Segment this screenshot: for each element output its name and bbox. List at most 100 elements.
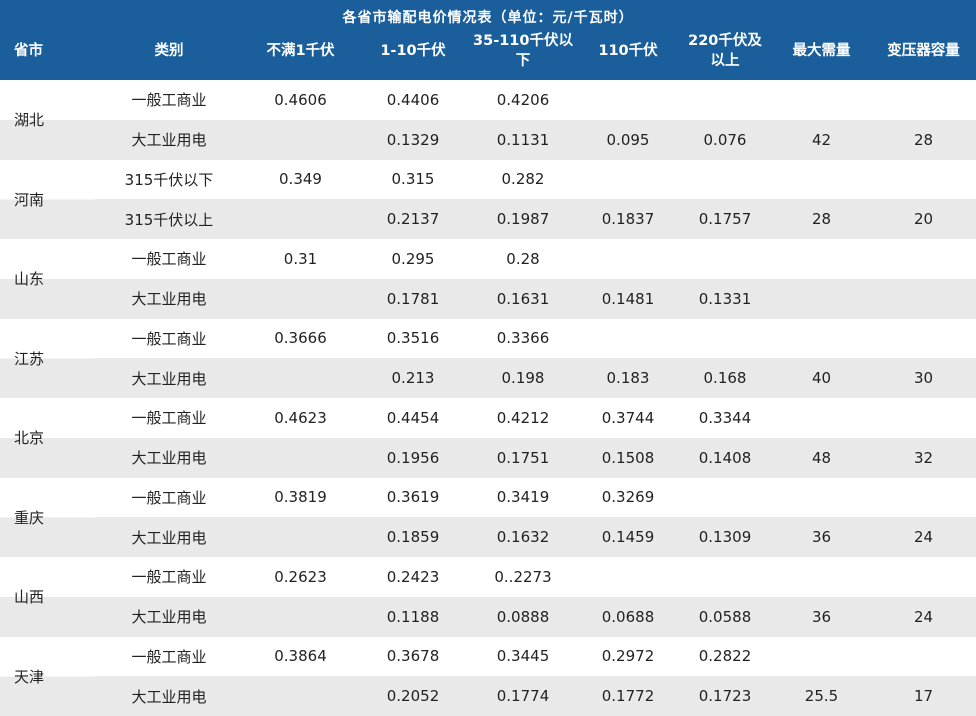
col-header-220kv-above: 220千伏及以上 (678, 30, 772, 80)
value-cell (243, 517, 358, 557)
value-cell (772, 278, 871, 319)
value-cell: 28 (772, 199, 871, 239)
table-row: 北京 一般工商业 0.4623 0.4454 0.4212 0.3744 0.3344 (0, 398, 976, 478)
value-cell (243, 199, 358, 239)
value-cell: 0.3864 (243, 636, 358, 677)
table-row: 大工业用电 0.1956 0.1751 0.1508 0.1408 48 32 (0, 437, 976, 478)
value-cell: 0.3445 (468, 636, 578, 677)
value-cell: 0.183 (578, 358, 678, 398)
category-cell: 一般工商业 (95, 477, 243, 518)
table-row: 江苏 一般工商业 0.3666 0.3516 0.3366 (0, 318, 976, 398)
value-cell: 0.3744 (578, 398, 678, 438)
category-cell: 一般工商业 (95, 398, 243, 438)
value-cell: 0.295 (358, 239, 468, 279)
value-cell: 0.1331 (678, 278, 772, 319)
value-cell: 0.168 (678, 358, 772, 398)
value-cell: 0.31 (243, 239, 358, 279)
value-cell (578, 80, 678, 120)
value-cell: 0.1772 (578, 676, 678, 716)
category-cell: 大工业用电 (95, 119, 243, 160)
col-header-below-1kv: 不满1千伏 (243, 30, 358, 80)
value-cell: 0.1131 (468, 119, 578, 160)
title-row: 各省市输配电价情况表（单位：元/千瓦时） (0, 0, 976, 30)
table-row: 大工业用电 0.2052 0.1774 0.1772 0.1723 25.5 17 (0, 676, 976, 716)
col-header-province: 省市 (0, 30, 95, 80)
value-cell: 0.1309 (678, 517, 772, 557)
category-cell: 一般工商业 (95, 557, 243, 597)
value-cell: 40 (772, 358, 871, 398)
col-header-transformer-capacity: 变压器容量 (871, 30, 976, 80)
value-cell (871, 278, 976, 319)
value-cell: 0.282 (468, 159, 578, 200)
value-cell: 0.2423 (358, 557, 468, 597)
value-cell (772, 318, 871, 359)
value-cell (678, 318, 772, 359)
col-header-1-10kv: 1-10千伏 (358, 30, 468, 80)
category-cell: 一般工商业 (95, 239, 243, 279)
value-cell: 32 (871, 437, 976, 478)
table-row: 山西 一般工商业 0.2623 0.2423 0..2273 (0, 557, 976, 637)
value-cell: 0.1774 (468, 676, 578, 716)
value-cell: 36 (772, 517, 871, 557)
value-cell: 0.095 (578, 119, 678, 160)
value-cell: 0.2822 (678, 636, 772, 677)
value-cell (578, 557, 678, 597)
value-cell: 48 (772, 437, 871, 478)
value-cell: 0.3366 (468, 318, 578, 359)
table-row: 重庆 一般工商业 0.3819 0.3619 0.3419 0.3269 (0, 477, 976, 557)
table-body: 湖北 一般工商业 0.4606 0.4406 0.4206 大工业用电 0.1329 0.11… (0, 80, 976, 716)
value-cell: 0.1408 (678, 437, 772, 478)
table-row: 大工业用电 0.1329 0.1131 0.095 0.076 42 28 (0, 119, 976, 160)
col-header-110kv: 110千伏 (578, 30, 678, 80)
value-cell: 0.1723 (678, 676, 772, 716)
value-cell (871, 318, 976, 359)
value-cell: 0.1751 (468, 437, 578, 478)
value-cell: 0.4623 (243, 398, 358, 438)
table-title: 各省市输配电价情况表（单位：元/千瓦时） (0, 0, 976, 30)
value-cell: 0.3419 (468, 477, 578, 518)
value-cell: 0.076 (678, 119, 772, 160)
value-cell: 0.3819 (243, 477, 358, 518)
value-cell: 30 (871, 358, 976, 398)
value-cell (772, 159, 871, 200)
table-row: 山东 一般工商业 0.31 0.295 0.28 (0, 239, 976, 319)
value-cell: 0.4606 (243, 80, 358, 120)
value-cell: 0.3678 (358, 636, 468, 677)
value-cell: 0.1956 (358, 437, 468, 478)
category-cell: 一般工商业 (95, 80, 243, 120)
value-cell (871, 159, 976, 200)
value-cell: 0.1631 (468, 278, 578, 319)
value-cell (678, 159, 772, 200)
value-cell (678, 80, 772, 120)
value-cell (578, 318, 678, 359)
value-cell (243, 676, 358, 716)
value-cell: 0.1781 (358, 278, 468, 319)
col-header-max-demand: 最大需量 (772, 30, 871, 80)
value-cell: 0.213 (358, 358, 468, 398)
value-cell (243, 437, 358, 478)
value-cell: 20 (871, 199, 976, 239)
category-cell: 大工业用电 (95, 596, 243, 637)
value-cell: 0.0888 (468, 596, 578, 637)
value-cell: 0.1188 (358, 596, 468, 637)
category-cell: 315千伏以上 (95, 199, 243, 239)
table-row: 大工业用电 0.1781 0.1631 0.1481 0.1331 (0, 278, 976, 319)
category-cell: 大工业用电 (95, 278, 243, 319)
header-row: 省市 类别 不满1千伏 1-10千伏 35-110千伏以下 110千伏 220千… (0, 30, 976, 80)
value-cell: 0.3269 (578, 477, 678, 518)
value-cell: 0.3666 (243, 318, 358, 359)
value-cell: 0.0688 (578, 596, 678, 637)
value-cell (871, 477, 976, 518)
table-row: 大工业用电 0.1859 0.1632 0.1459 0.1309 36 24 (0, 517, 976, 557)
value-cell: 0.2052 (358, 676, 468, 716)
value-cell: 36 (772, 596, 871, 637)
province-cell: 江苏 (0, 318, 95, 398)
value-cell: 17 (871, 676, 976, 716)
table-row: 湖北 一般工商业 0.4606 0.4406 0.4206 (0, 80, 976, 160)
col-header-category: 类别 (95, 30, 243, 80)
province-cell: 河南 (0, 159, 95, 239)
value-cell (678, 239, 772, 279)
value-cell (243, 596, 358, 637)
value-cell: 0.1329 (358, 119, 468, 160)
